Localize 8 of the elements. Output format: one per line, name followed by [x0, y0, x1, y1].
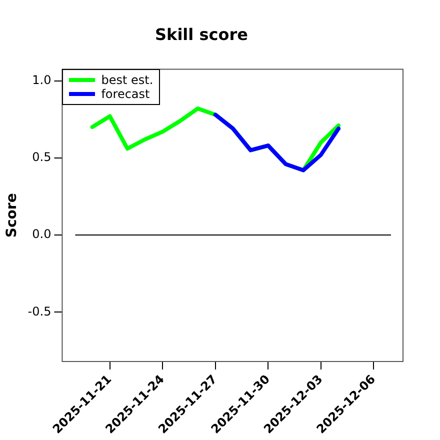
y-tick-label: 0.5 — [32, 150, 52, 164]
legend-label: best est. — [101, 73, 154, 88]
y-tick-label: 1.0 — [32, 72, 52, 87]
y-tick-label: -0.5 — [28, 304, 52, 318]
y-tick-label: 0.0 — [32, 227, 52, 242]
y-axis-title: Score — [4, 193, 20, 238]
legend-label: forecast — [101, 87, 150, 102]
chart-title: Skill score — [155, 24, 248, 44]
